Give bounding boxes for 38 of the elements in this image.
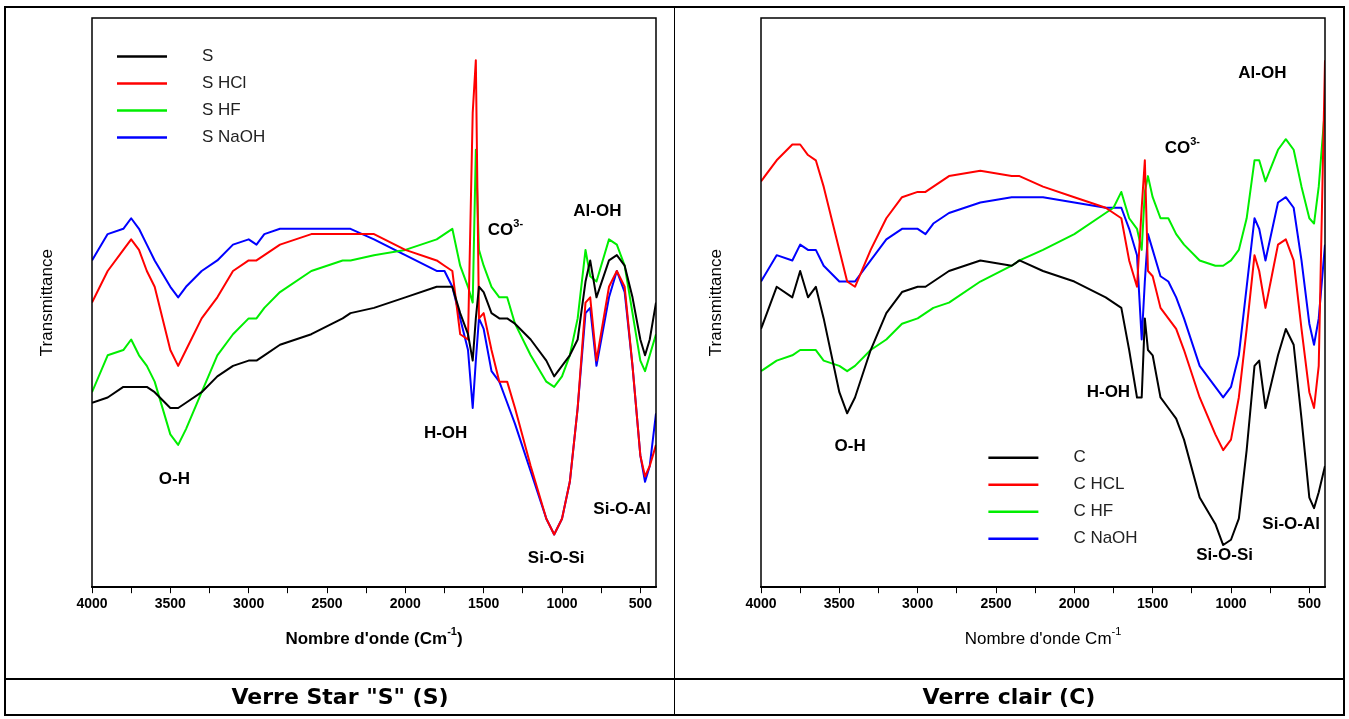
x-tick-label: 4000 bbox=[76, 595, 108, 612]
annotation: Al-OH bbox=[573, 200, 622, 220]
x-tick-label: 4000 bbox=[745, 595, 777, 612]
y-axis-title: Transmittance bbox=[705, 249, 725, 357]
annotation: Si-O-Al bbox=[593, 499, 651, 519]
x-tick-label: 2500 bbox=[980, 595, 1012, 612]
annotation: O-H bbox=[158, 468, 190, 488]
legend-label: S HF bbox=[202, 100, 241, 120]
x-tick-label: 2000 bbox=[1058, 595, 1091, 612]
text: Verre clair (C) bbox=[675, 678, 1343, 714]
annotation: Si-O-Si bbox=[1196, 545, 1253, 565]
legend-label: S HCl bbox=[202, 73, 247, 93]
legend-label: S bbox=[202, 46, 214, 66]
legend-label: C NaOH bbox=[1073, 528, 1138, 548]
annotation: Si-O-Si bbox=[527, 548, 585, 568]
legend-label: C bbox=[1073, 447, 1086, 467]
annotation: O-H bbox=[834, 435, 866, 455]
annotation: Si-O-Al bbox=[1262, 513, 1320, 533]
x-tick-label: 3500 bbox=[154, 595, 187, 612]
annotation: H-OH bbox=[423, 423, 468, 443]
x-tick-label: 3000 bbox=[233, 595, 265, 612]
x-tick-label: 500 bbox=[628, 595, 653, 612]
x-tick-label: 2000 bbox=[389, 595, 422, 612]
x-tick-label: 1500 bbox=[468, 595, 500, 612]
annotation: Al-OH bbox=[1238, 63, 1287, 83]
x-tick-label: 1000 bbox=[546, 595, 578, 612]
legend-label: S NaOH bbox=[202, 127, 266, 147]
legend-label: C HCL bbox=[1073, 474, 1125, 494]
x-tick-label: 2500 bbox=[311, 595, 343, 612]
x-tick-label: 3000 bbox=[902, 595, 934, 612]
text: Verre Star "S" (S) bbox=[6, 678, 674, 714]
x-tick-label: 3500 bbox=[823, 595, 856, 612]
x-tick-label: 1000 bbox=[1215, 595, 1247, 612]
y-axis-title: Transmittance bbox=[36, 249, 56, 357]
x-tick-label: 500 bbox=[1297, 595, 1322, 612]
annotation: H-OH bbox=[1086, 381, 1131, 401]
legend-label: C HF bbox=[1073, 501, 1114, 521]
x-tick-label: 1500 bbox=[1137, 595, 1169, 612]
